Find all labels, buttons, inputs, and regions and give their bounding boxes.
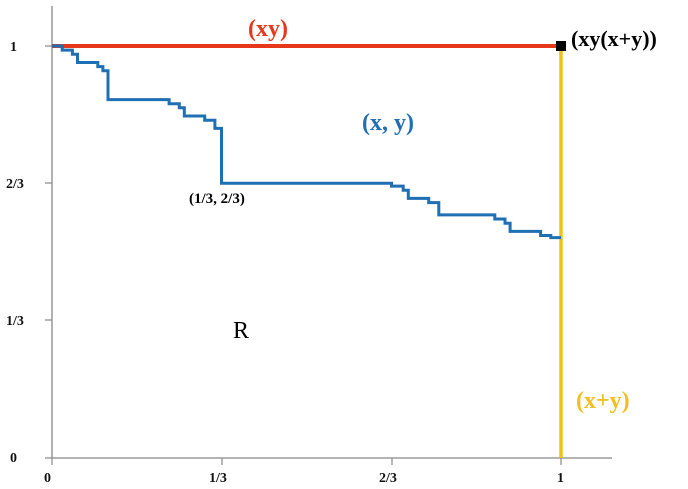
y-tick-label-2-3: 2/3	[6, 177, 24, 192]
point-label: (1/3, 2/3)	[189, 191, 245, 207]
top-edge-label: (xy)	[248, 16, 288, 42]
x-tick-label-2-3: 2/3	[379, 471, 397, 486]
x-tick-label-0: 0	[44, 471, 51, 486]
x-tick-label-1: 1	[557, 471, 564, 486]
curve-label: (x, y)	[362, 110, 414, 136]
right-edge-label: (x+y)	[576, 388, 630, 414]
staircase-curve	[52, 44, 561, 240]
corner-square-marker	[556, 41, 566, 51]
y-tick-label-1: 1	[10, 40, 17, 55]
y-tick-label-0: 0	[10, 451, 17, 466]
y-tick-label-1-3: 1/3	[6, 314, 24, 329]
x-tick-label-1-3: 1/3	[209, 471, 227, 486]
corner-label: (xy(x+y))	[571, 26, 657, 51]
region-label: R	[233, 318, 249, 344]
